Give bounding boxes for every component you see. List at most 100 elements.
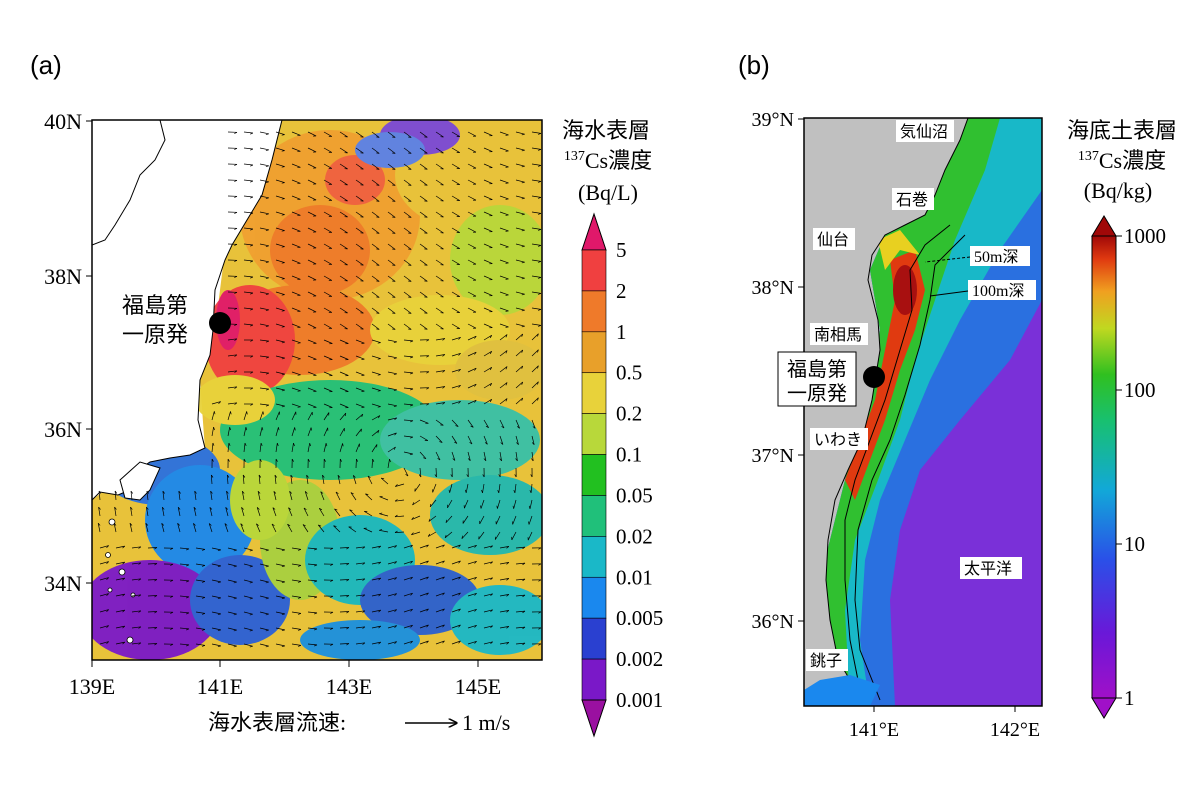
current-vector: [339, 227, 348, 234]
current-vector-head: [177, 506, 181, 510]
current-vector: [161, 507, 165, 517]
current-vector-head: [521, 349, 524, 353]
current-vector-head: [265, 229, 269, 232]
current-vector: [115, 609, 125, 613]
current-vector: [387, 432, 397, 437]
current-vector: [435, 560, 445, 565]
current-vector: [419, 211, 428, 218]
current-vector-head: [521, 333, 524, 337]
current-vector-head: [452, 458, 456, 461]
current-vector: [387, 577, 397, 581]
current-vector-head: [458, 640, 461, 644]
panel-a-label: (a): [30, 50, 62, 80]
current-vector: [355, 403, 365, 408]
lon-tick-141e: 141E: [197, 674, 243, 699]
current-vector: [387, 625, 397, 629]
current-vector-head: [426, 592, 429, 596]
current-vector: [387, 211, 396, 218]
current-vector-head: [538, 595, 542, 598]
panel-b-lon-axis: 141°E 142°E: [849, 706, 1040, 741]
current-vector-head: [249, 597, 253, 600]
place-iwaki: いわき: [814, 431, 862, 449]
current-vector: [208, 523, 213, 533]
current-vector-head: [537, 261, 542, 263]
current-vector: [387, 355, 397, 359]
current-vector-head: [281, 326, 285, 328]
current-vector: [275, 563, 285, 567]
current-vector: [515, 195, 525, 199]
current-vector-head: [360, 428, 362, 432]
current-vector-head: [458, 385, 461, 388]
current-vector: [371, 131, 380, 138]
current-vector: [307, 595, 318, 598]
current-vector-head: [265, 165, 269, 168]
current-vector-head: [233, 581, 237, 584]
colorbar-a-title-line3: (Bq/L): [578, 180, 638, 205]
current-vector-head: [500, 442, 504, 445]
current-vector: [291, 211, 301, 216]
current-vector-head: [170, 643, 174, 646]
current-vector-head: [241, 507, 244, 510]
current-vector: [179, 611, 190, 614]
current-vector-head: [314, 628, 318, 631]
current-vector: [147, 595, 158, 597]
current-vector-head: [129, 522, 133, 526]
colorbar-b-tick-10: 10: [1124, 532, 1145, 556]
current-vector: [515, 131, 525, 135]
current-vector: [531, 147, 541, 150]
current-vector: [403, 323, 412, 330]
current-vector: [211, 411, 215, 421]
current-vector: [307, 291, 317, 297]
current-vector-head: [230, 411, 232, 415]
current-vector-head: [304, 491, 308, 494]
current-vector: [195, 627, 205, 630]
current-vector: [339, 595, 350, 597]
current-vector-head: [426, 371, 430, 374]
current-vector-head: [537, 229, 542, 231]
current-vector-head: [262, 411, 264, 415]
current-vector: [307, 643, 318, 646]
current-vector: [226, 474, 229, 485]
place-kesennuma: 気仙沼: [900, 123, 948, 141]
current-vector: [99, 561, 109, 565]
current-vector: [355, 443, 360, 453]
current-vector-head: [281, 597, 285, 600]
current-vector-head: [201, 565, 206, 567]
colorbar-a-segment: [581, 617, 607, 660]
current-vector-head: [250, 148, 254, 151]
current-vector-head: [234, 179, 238, 182]
current-vector-head: [496, 505, 498, 509]
current-vector-head: [521, 229, 525, 232]
current-vector: [403, 195, 412, 202]
current-vector-head: [521, 325, 525, 328]
current-vector: [241, 491, 245, 501]
current-vector: [355, 642, 365, 645]
current-vector: [99, 641, 109, 645]
current-vector: [483, 211, 493, 216]
current-vector: [323, 147, 332, 153]
current-vector-head: [243, 458, 246, 462]
current-vector: [355, 428, 362, 437]
current-vector-head: [506, 594, 510, 597]
current-vector-head: [234, 131, 238, 134]
current-vector: [243, 131, 253, 134]
current-vector: [467, 323, 477, 329]
current-vector: [243, 291, 253, 294]
current-vector-head: [233, 597, 237, 600]
current-vector: [451, 576, 461, 581]
current-vector-head: [394, 530, 398, 533]
current-vector: [225, 507, 229, 517]
yellow-fringe: [878, 230, 920, 270]
place-choshi: 銚子: [810, 652, 842, 670]
current-vector-head: [490, 577, 493, 581]
current-vector-head: [434, 474, 437, 478]
current-vector-head: [516, 442, 519, 445]
current-vector: [387, 446, 396, 453]
current-vector-head: [265, 149, 269, 152]
hokkaido-coast: [92, 120, 166, 246]
current-vector-head: [245, 427, 248, 431]
current-vector-head: [201, 645, 206, 647]
current-vector-head: [393, 373, 397, 376]
current-vector-head: [427, 533, 431, 537]
current-vector: [451, 336, 461, 341]
